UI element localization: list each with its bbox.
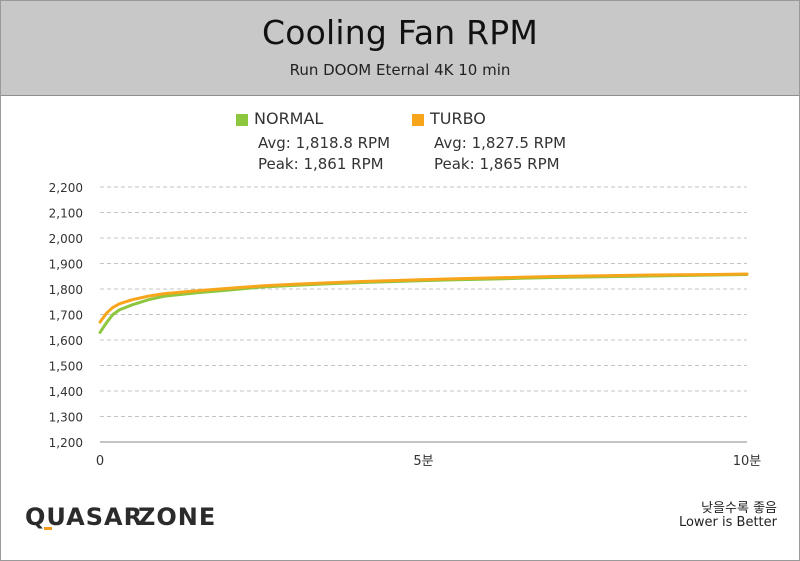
chart-title: Cooling Fan RPM — [262, 13, 538, 52]
y-tick-label: 1,200 — [49, 436, 83, 450]
footer-note-en: Lower is Better — [678, 515, 777, 530]
legend-avg-turbo: Avg: 1,827.5 RPM — [434, 134, 567, 152]
legend-peak-normal: Peak: 1,861 RPM — [258, 155, 384, 173]
logo-accent — [44, 527, 52, 530]
y-tick-label: 1,400 — [49, 385, 83, 399]
y-tick-label: 2,100 — [49, 207, 83, 221]
y-tick-label: 1,700 — [49, 309, 83, 323]
y-tick-label: 1,900 — [49, 258, 83, 272]
series-line-turbo — [98, 272, 749, 324]
quasarzone-logo: QUASAR ZONE — [25, 501, 215, 535]
series-line-normal — [98, 273, 749, 334]
legend-label-normal: NORMAL — [254, 109, 324, 128]
y-tick-label: 1,800 — [49, 283, 83, 297]
chart-header: Cooling Fan RPM Run DOOM Eternal 4K 10 m… — [1, 1, 799, 96]
line-chart: 1,200 1,300 1,400 1,500 1,600 1,700 1,800 1,900… — [49, 181, 762, 469]
y-tick-label: 1,500 — [49, 360, 83, 374]
logo-text-quasar: QUASAR — [25, 503, 143, 531]
y-tick-label: 2,000 — [49, 232, 83, 246]
chart-subtitle: Run DOOM Eternal 4K 10 min — [289, 61, 511, 79]
x-tick-label: 0 — [96, 454, 104, 469]
y-tick-label: 2,200 — [49, 181, 83, 195]
legend-swatch-turbo — [412, 114, 424, 126]
x-tick-label: 5분 — [413, 454, 433, 469]
footer-note-ko: 낮을수록 좋음 — [701, 501, 777, 516]
quasarzone-logo-mark: QUASAR ZONE — [25, 503, 215, 531]
legend-avg-normal: Avg: 1,818.8 RPM — [258, 134, 391, 152]
y-tick-label: 1,300 — [49, 411, 83, 425]
legend-peak-turbo: Peak: 1,865 RPM — [434, 155, 560, 173]
logo-text-zone: ZONE — [138, 503, 215, 531]
legend-label-turbo: TURBO — [430, 109, 486, 128]
y-tick-label: 1,600 — [49, 334, 83, 348]
x-tick-label: 10분 — [733, 454, 762, 469]
legend-swatch-normal — [236, 114, 248, 126]
